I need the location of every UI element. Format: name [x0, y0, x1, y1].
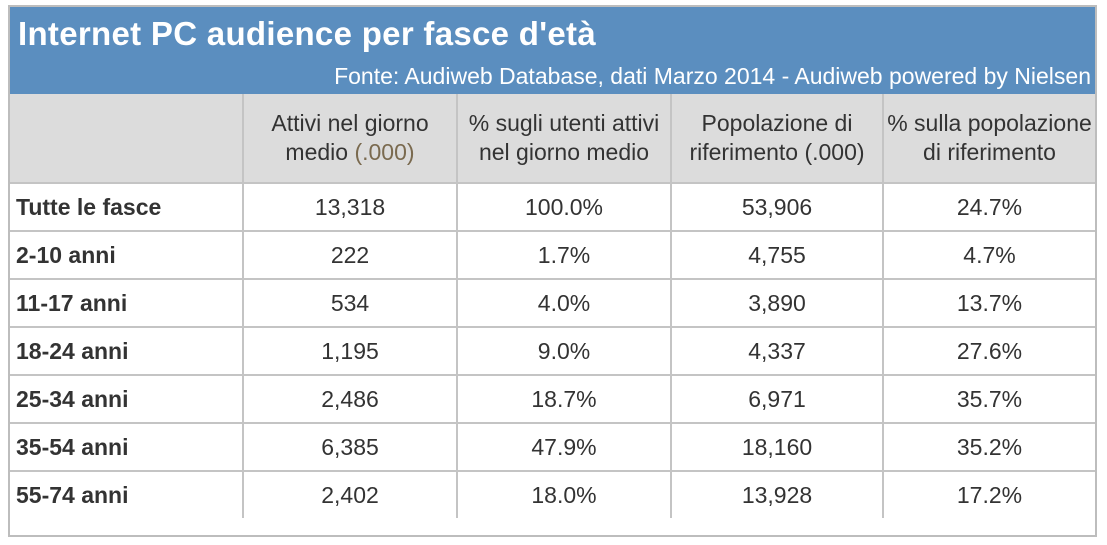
cell-attivi: 222: [242, 230, 458, 280]
cell-attivi: 2,402: [242, 470, 458, 518]
cell-attivi: 6,385: [242, 422, 458, 472]
cell-pct-popolazione: 4.7%: [882, 230, 1095, 280]
col-header-attivi: Attivi nel giorno medio (.000): [242, 94, 458, 184]
cell-popolazione: 13,928: [670, 470, 884, 518]
table-row: 2-10 anni 222 1.7% 4,755 4.7%: [10, 230, 1095, 280]
audience-table-frame: Internet PC audience per fasce d'età Fon…: [8, 5, 1097, 537]
row-label: 35-54 anni: [10, 422, 244, 472]
cell-pct-popolazione: 24.7%: [882, 183, 1095, 232]
cell-attivi: 534: [242, 278, 458, 328]
row-label: 11-17 anni: [10, 278, 244, 328]
table-row: 35-54 anni 6,385 47.9% 18,160 35.2%: [10, 422, 1095, 472]
row-label: 18-24 anni: [10, 326, 244, 376]
cell-pct-utenti: 18.0%: [456, 470, 672, 518]
table-row: Tutte le fasce 13,318 100.0% 53,906 24.7%: [10, 183, 1095, 232]
cell-pct-popolazione: 17.2%: [882, 470, 1095, 518]
header-row: Attivi nel giorno medio (.000) % sugli u…: [10, 94, 1095, 184]
row-label: Tutte le fasce: [10, 183, 244, 232]
col-header-pct-utenti: % sugli utenti attivi nel giorno medio: [456, 94, 672, 184]
cell-pct-popolazione: 35.2%: [882, 422, 1095, 472]
row-label: 55-74 anni: [10, 470, 244, 518]
cell-pct-popolazione: 13.7%: [882, 278, 1095, 328]
cell-popolazione: 18,160: [670, 422, 884, 472]
col-header-attivi-unit: (.000): [354, 139, 415, 165]
table-row: 25-34 anni 2,486 18.7% 6,971 35.7%: [10, 374, 1095, 424]
chart-title: Internet PC audience per fasce d'età: [18, 15, 597, 52]
title-bar: Internet PC audience per fasce d'età Fon…: [10, 7, 1095, 94]
cell-attivi: 13,318: [242, 183, 458, 232]
row-label: 2-10 anni: [10, 230, 244, 280]
cell-pct-utenti: 9.0%: [456, 326, 672, 376]
cell-popolazione: 4,755: [670, 230, 884, 280]
cell-pct-popolazione: 35.7%: [882, 374, 1095, 424]
cell-pct-utenti: 47.9%: [456, 422, 672, 472]
cell-popolazione: 3,890: [670, 278, 884, 328]
cell-popolazione: 6,971: [670, 374, 884, 424]
cell-popolazione: 53,906: [670, 183, 884, 232]
col-header-popolazione: Popolazione di riferimento (.000): [670, 94, 884, 184]
cell-pct-utenti: 4.0%: [456, 278, 672, 328]
cell-pct-utenti: 1.7%: [456, 230, 672, 280]
cell-attivi: 2,486: [242, 374, 458, 424]
table-row: 55-74 anni 2,402 18.0% 13,928 17.2%: [10, 470, 1095, 518]
col-header-attivi-text: Attivi nel giorno medio: [271, 110, 429, 165]
cell-pct-utenti: 18.7%: [456, 374, 672, 424]
data-table: Attivi nel giorno medio (.000) % sugli u…: [10, 94, 1095, 518]
row-label: 25-34 anni: [10, 374, 244, 424]
cell-pct-utenti: 100.0%: [456, 183, 672, 232]
cell-popolazione: 4,337: [670, 326, 884, 376]
table-row: 18-24 anni 1,195 9.0% 4,337 27.6%: [10, 326, 1095, 376]
table-row: 11-17 anni 534 4.0% 3,890 13.7%: [10, 278, 1095, 328]
header-corner: [10, 94, 244, 184]
source-note: Fonte: Audiweb Database, dati Marzo 2014…: [334, 63, 1091, 89]
cell-attivi: 1,195: [242, 326, 458, 376]
col-header-pct-popolazione: % sulla popolazione di riferimento: [882, 94, 1095, 184]
cell-pct-popolazione: 27.6%: [882, 326, 1095, 376]
